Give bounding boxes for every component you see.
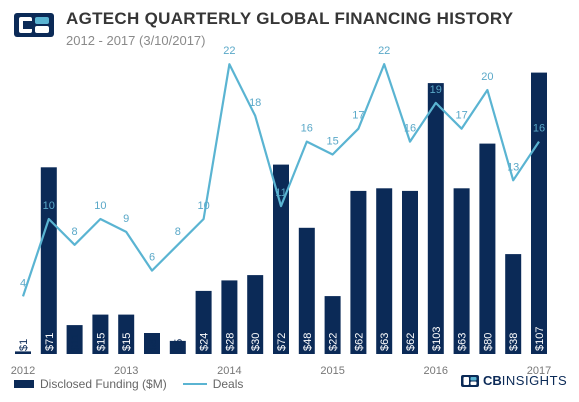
deals-point-label: 10 [94,200,106,212]
funding-bar-label: $103 [431,327,443,351]
deals-point-label: 22 [378,45,390,57]
deals-point-label: 22 [223,45,235,57]
deals-point-label: 17 [455,110,467,122]
legend-swatch-deals [182,383,207,385]
funding-bar-label: $22 [328,333,340,351]
funding-bar [169,340,186,354]
legend-label-funding: Disclosed Funding ($M) [40,377,167,391]
brand-mark: CB INSIGHTS [461,373,567,388]
funding-bar [453,188,470,354]
funding-bar [376,188,393,354]
x-tick-label: 2016 [424,365,448,377]
funding-bar-label: $24 [199,333,211,351]
funding-bar-label: $107 [534,327,546,351]
funding-bar [479,143,496,354]
funding-bar-label: $62 [405,333,417,351]
x-tick-label: 2013 [114,365,138,377]
funding-bar [247,275,264,354]
funding-bar [273,164,289,354]
funding-bar-label: $62 [353,333,365,351]
chart-subtitle: 2012 - 2017 (3/10/2017) [66,33,206,48]
deals-point-label: 11 [275,187,286,199]
funding-bar-label: $71 [44,333,56,351]
deals-point-label: 15 [326,136,338,148]
x-tick-label: 2014 [217,365,241,377]
deals-point-label: 16 [301,123,313,135]
funding-bar [505,254,522,354]
deals-point-label: 16 [404,123,416,135]
deals-point-label: 8 [175,226,181,238]
deals-point-label: 10 [197,200,209,212]
brand-insights: INSIGHTS [501,373,568,388]
deals-line [21,63,540,297]
deals-point-label: 18 [249,97,261,109]
funding-bar-label: $1 [18,339,30,351]
funding-bar-label: $11 [70,333,82,351]
funding-bar [531,72,547,354]
funding-bar [298,227,315,354]
funding-bar [40,167,57,354]
funding-bar [402,190,418,354]
funding-bar-label: $48 [302,333,314,351]
legend-swatch-funding [14,380,34,388]
x-tick-label: 2012 [11,365,35,377]
deals-point-label: 20 [481,71,493,83]
deals-point-label: 13 [507,161,519,173]
funding-bar-label: $15 [121,333,133,351]
brand-icon [461,374,479,387]
funding-bar-label: $63 [379,333,391,351]
funding-bar [195,290,212,354]
funding-bar [221,280,238,354]
funding-bar-label: $15 [95,333,107,351]
deals-point-label: 6 [149,252,155,264]
funding-bar-label: $28 [224,333,236,351]
funding-bar [15,351,31,354]
chart-title: AGTECH QUARTERLY GLOBAL FINANCING HISTOR… [66,9,514,28]
deals-point-label: 10 [43,200,55,212]
legend-label-deals: Deals [212,377,244,391]
funding-bar-label: $8 [147,339,159,351]
funding-bar [92,314,109,354]
funding-bar-label: $30 [250,333,262,351]
deals-point-label: 19 [430,84,442,96]
funding-bar-label: $5 [173,339,185,351]
funding-bar [118,314,135,354]
funding-bar-label: $80 [482,333,494,351]
deals-point-label: 16 [533,123,545,135]
deals-point-label: 4 [20,277,26,289]
funding-bar-label: $72 [276,333,288,351]
funding-bar-label: $63 [457,333,469,351]
funding-bar-label: $38 [508,333,520,351]
deals-point-label: 17 [352,110,364,122]
funding-bar [324,296,341,354]
funding-bar [350,190,367,354]
chart-legend: Disclosed Funding ($M) Deals [14,377,243,391]
brand-cb: CB [483,373,502,388]
funding-bar [144,333,160,354]
funding-bar [66,325,83,354]
cb-insights-logo [14,13,54,37]
funding-bar [427,83,444,354]
x-tick-label: 2015 [320,365,344,377]
deals-point-label: 8 [72,226,78,238]
deals-point-label: 9 [123,213,129,225]
x-tick-label: 2017 [527,365,551,377]
